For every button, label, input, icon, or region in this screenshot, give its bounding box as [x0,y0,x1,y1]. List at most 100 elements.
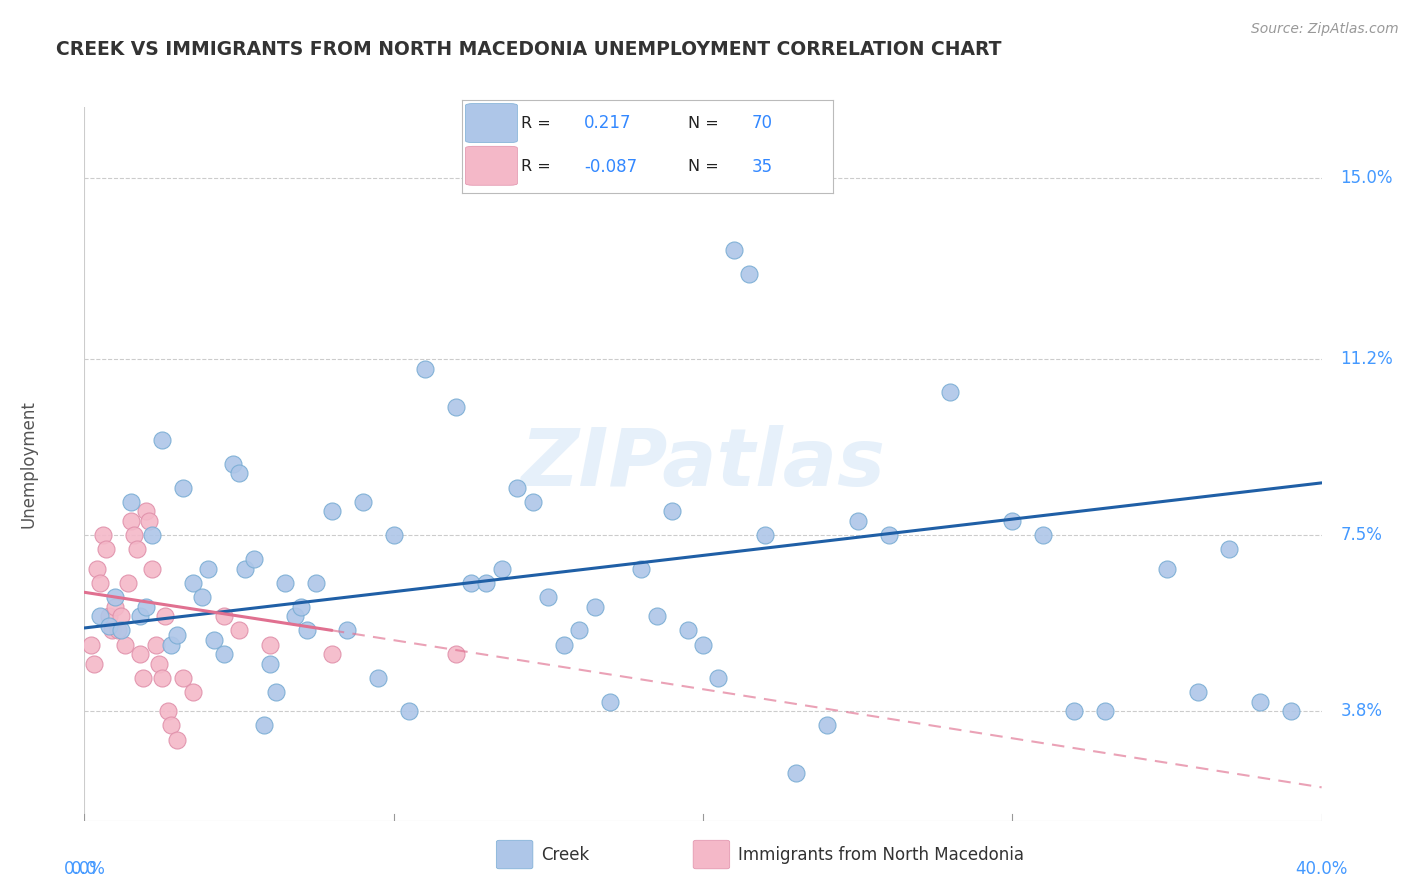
Point [444,647,467,661]
Point [172,481,194,495]
Point [568,624,591,638]
Point [233,561,256,575]
Point [129,609,152,624]
Point [135,504,157,518]
Point [707,671,730,685]
Text: Creek: Creek [541,846,589,863]
Point [150,433,173,447]
Point [553,638,575,652]
Point [135,599,157,614]
Point [120,514,142,528]
Point [444,400,467,414]
Point [1156,561,1178,575]
Point [506,481,529,495]
Point [228,467,250,481]
Point [197,561,219,575]
Text: 40.0%: 40.0% [1295,860,1348,878]
Point [630,561,652,575]
Point [150,671,173,685]
Point [877,528,900,542]
Point [491,561,513,575]
Point [166,628,188,642]
Point [114,638,136,652]
Point [692,638,714,652]
Point [125,542,148,557]
Point [939,385,962,400]
Point [132,671,155,685]
Point [89,575,111,590]
Point [172,671,194,685]
Point [117,575,139,590]
Point [676,624,699,638]
Point [191,590,214,604]
Point [264,685,287,699]
Point [181,575,204,590]
Point [537,590,560,604]
Point [1001,514,1024,528]
Point [1187,685,1209,699]
Text: 15.0%: 15.0% [1340,169,1393,187]
Point [274,575,297,590]
Point [284,609,307,624]
Point [259,657,281,671]
Point [98,609,121,624]
Text: 11.2%: 11.2% [1340,351,1393,368]
Text: Source: ZipAtlas.com: Source: ZipAtlas.com [1251,22,1399,37]
Point [305,575,328,590]
Point [382,528,405,542]
Point [212,647,235,661]
Point [160,638,183,652]
Point [86,561,108,575]
Point [202,632,225,647]
Point [259,638,281,652]
Point [166,732,188,747]
Point [321,647,343,661]
Point [253,718,276,732]
Point [160,718,183,732]
Text: 0.0%: 0.0% [63,860,105,878]
Point [661,504,683,518]
Point [336,624,359,638]
Point [413,361,436,376]
Text: ZIPatlas: ZIPatlas [520,425,886,503]
Point [398,704,420,718]
Point [228,624,250,638]
Point [145,638,167,652]
Point [599,695,621,709]
Text: Immigrants from North Macedonia: Immigrants from North Macedonia [738,846,1024,863]
Point [1063,704,1085,718]
Point [89,609,111,624]
Point [738,267,761,281]
Point [321,504,343,518]
Point [104,590,127,604]
Point [83,657,105,671]
Point [212,609,235,624]
Point [815,718,838,732]
Point [754,528,776,542]
Point [645,609,668,624]
Point [98,618,121,632]
Point [1032,528,1054,542]
Point [460,575,482,590]
Text: Unemployment: Unemployment [20,400,38,528]
Point [295,624,318,638]
Point [785,766,807,780]
Point [148,657,170,671]
Point [120,495,142,509]
Point [138,514,160,528]
Text: 7.5%: 7.5% [1340,526,1382,544]
Point [723,243,745,257]
Point [107,624,129,638]
Point [181,685,204,699]
Point [1094,704,1116,718]
Text: 3.8%: 3.8% [1340,702,1382,720]
Point [1218,542,1240,557]
Point [79,638,101,652]
Point [110,624,132,638]
Point [104,599,127,614]
Point [583,599,606,614]
Point [101,624,124,638]
Point [367,671,389,685]
Point [141,561,163,575]
Point [352,495,374,509]
